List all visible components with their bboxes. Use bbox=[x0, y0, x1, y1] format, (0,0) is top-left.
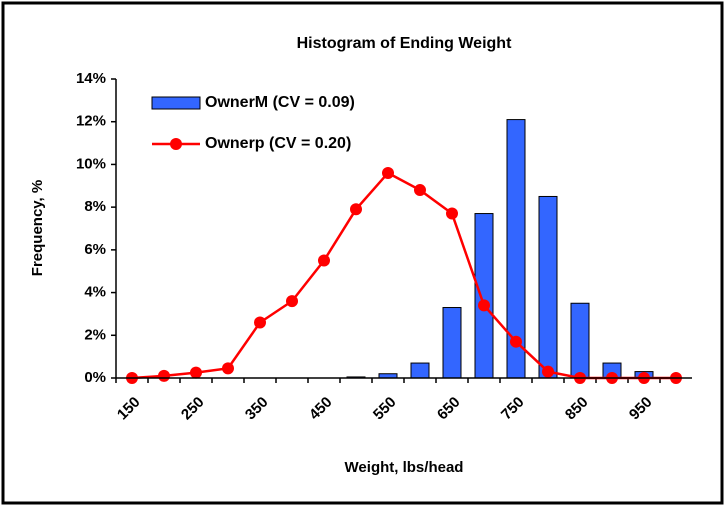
legend-swatch bbox=[170, 138, 182, 150]
line-marker bbox=[382, 166, 394, 179]
line-marker bbox=[478, 299, 490, 312]
y-tick-label: 2% bbox=[84, 326, 106, 343]
legend-label: OwnerM (CV = 0.09) bbox=[205, 94, 355, 111]
line-marker bbox=[190, 366, 202, 379]
bar bbox=[442, 307, 462, 379]
line-marker bbox=[222, 362, 234, 375]
legend-label: Ownerp (CV = 0.20) bbox=[205, 135, 351, 152]
line-marker bbox=[318, 254, 330, 267]
y-tick-label: 10% bbox=[76, 155, 106, 172]
line-marker bbox=[542, 365, 554, 378]
y-tick-label: 0% bbox=[84, 369, 106, 386]
x-axis-label: Weight, lbs/head bbox=[345, 459, 464, 476]
bar bbox=[538, 195, 558, 379]
chart-title: Histogram of Ending Weight bbox=[297, 35, 512, 52]
y-tick-label: 12% bbox=[76, 113, 106, 130]
line-marker bbox=[158, 369, 170, 382]
line-marker bbox=[350, 203, 362, 216]
y-tick-label: 14% bbox=[76, 70, 106, 87]
line-marker bbox=[254, 316, 266, 329]
line-marker bbox=[414, 184, 426, 197]
y-tick-label: 6% bbox=[84, 241, 106, 258]
bar bbox=[410, 362, 430, 379]
y-tick-label: 4% bbox=[84, 284, 106, 301]
bar bbox=[474, 213, 494, 379]
y-tick-label: 8% bbox=[84, 198, 106, 215]
line-marker bbox=[286, 295, 298, 308]
legend-swatch bbox=[151, 96, 201, 110]
line-marker bbox=[510, 335, 522, 348]
bar bbox=[570, 302, 590, 379]
y-axis-label: Frequency, % bbox=[29, 180, 46, 276]
line-marker bbox=[446, 207, 458, 220]
